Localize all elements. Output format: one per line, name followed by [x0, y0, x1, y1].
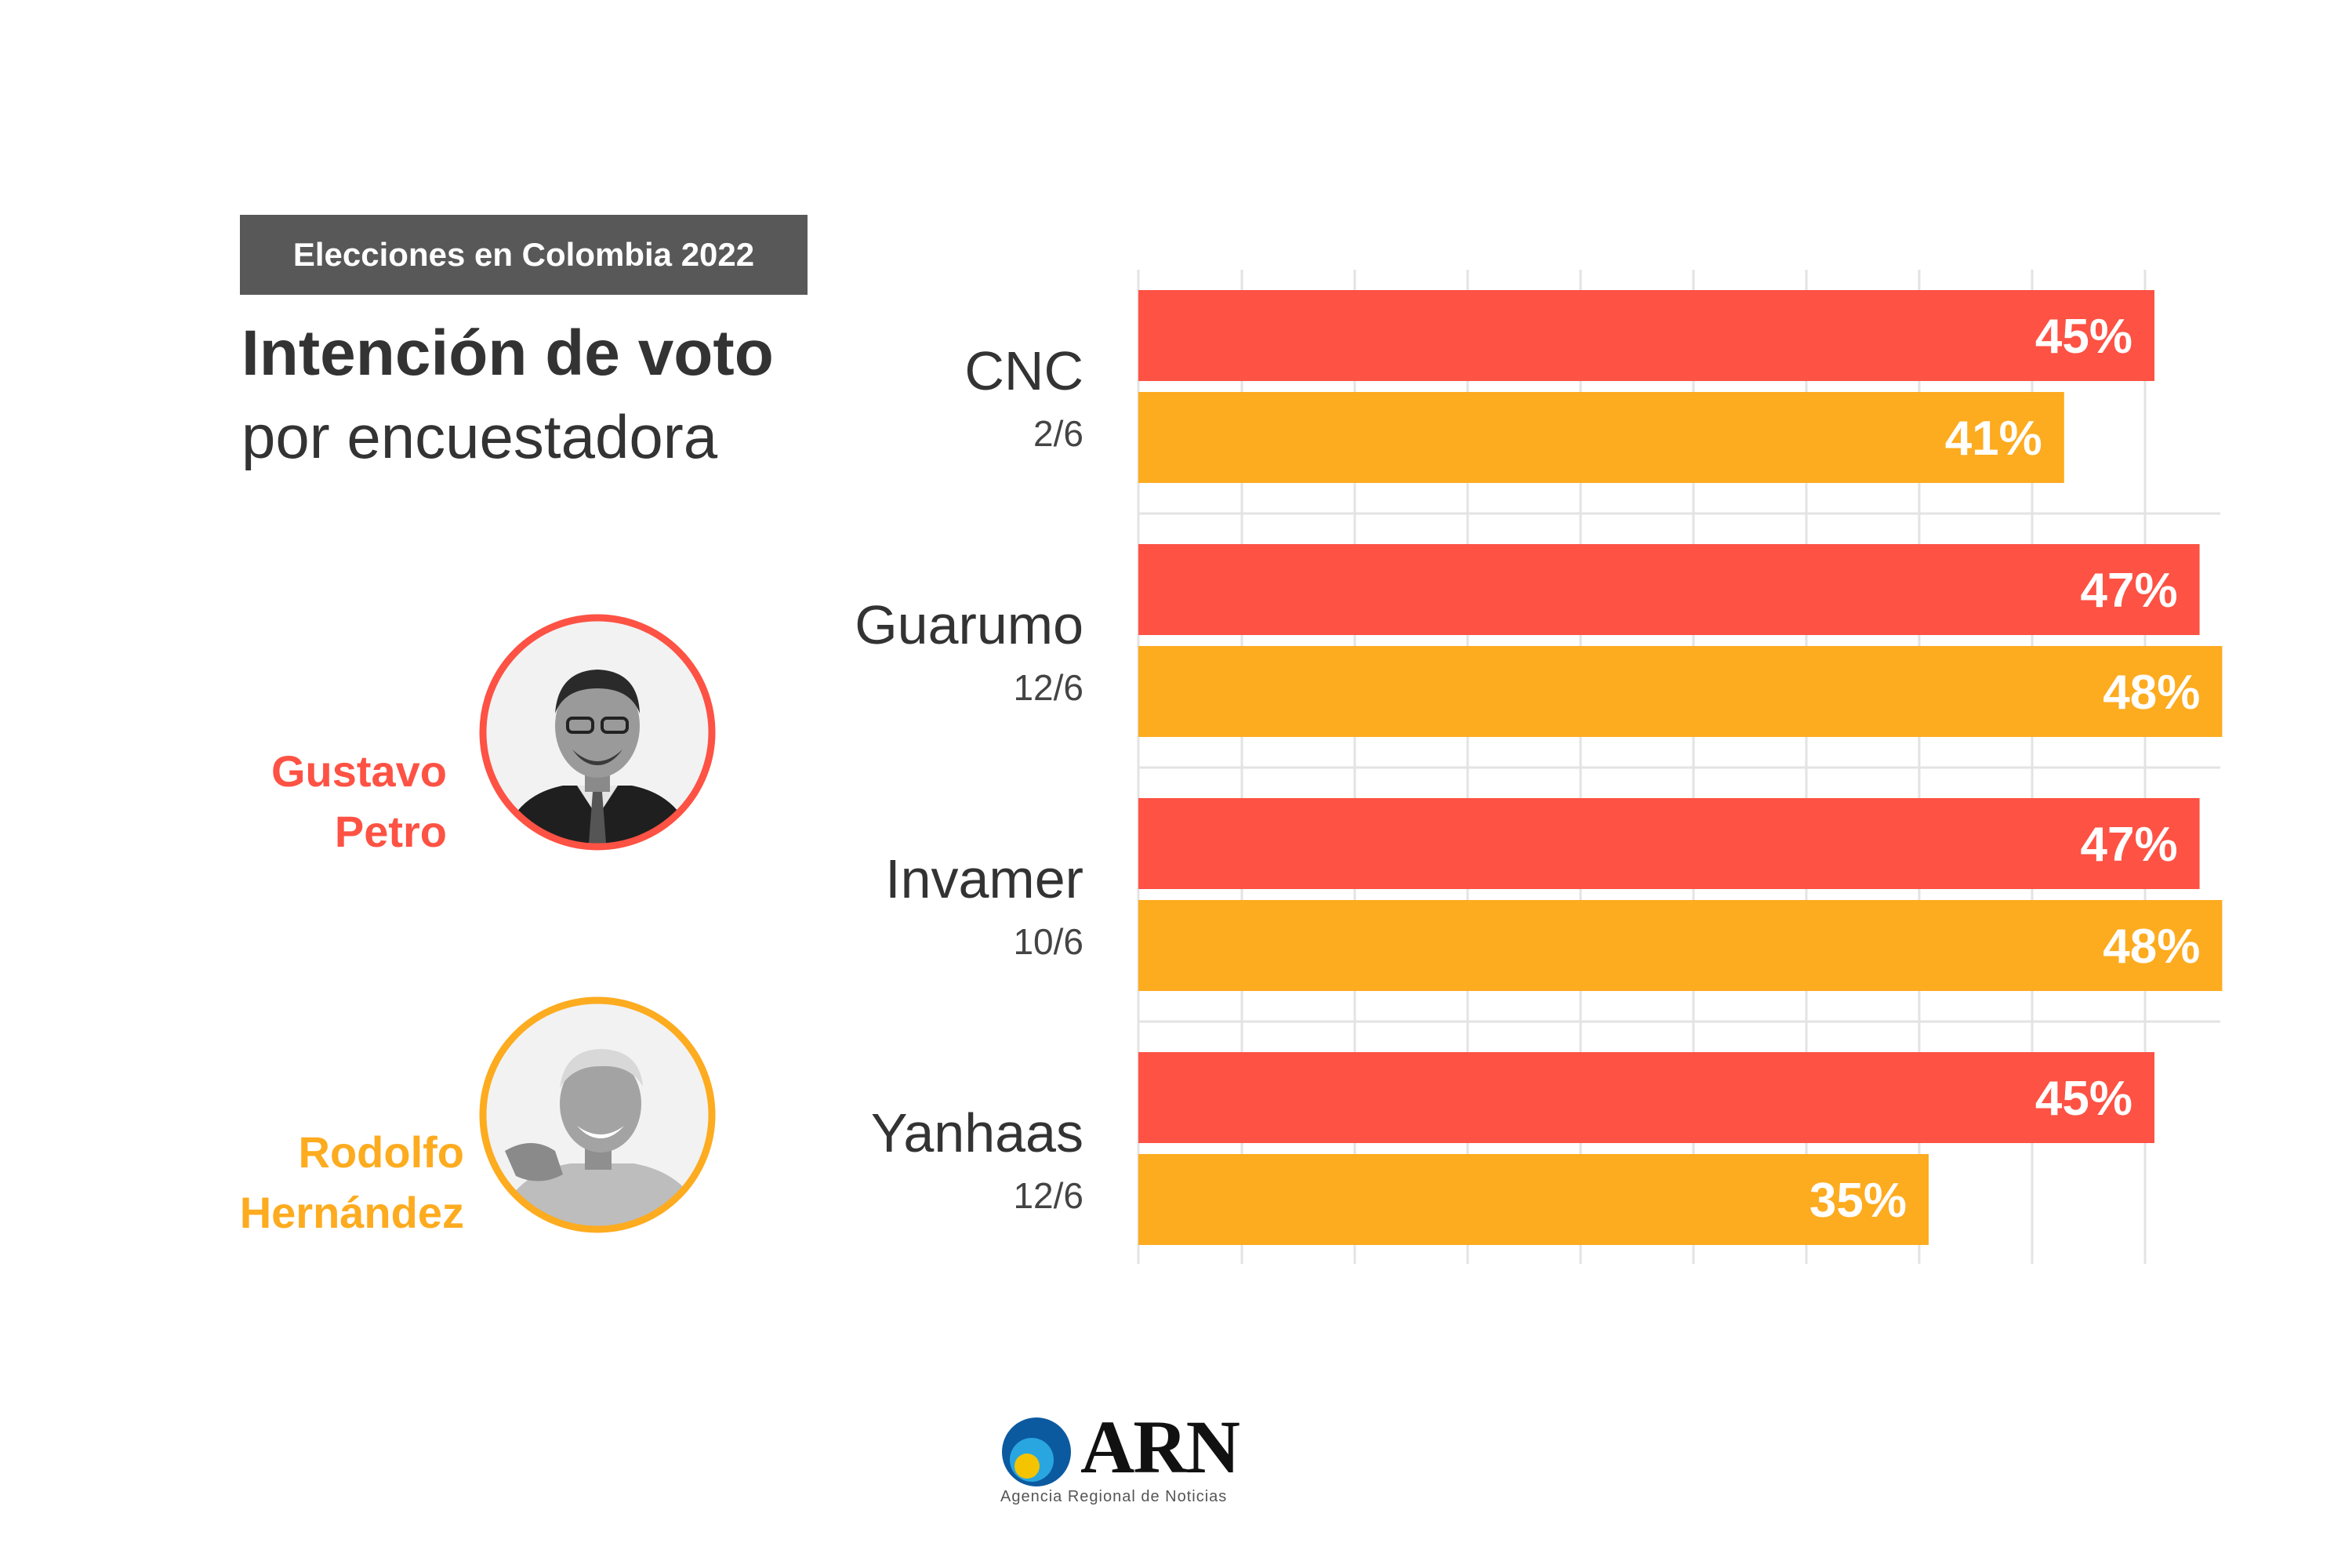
logo-wordmark: ARN: [1080, 1405, 1240, 1489]
candidate-first-name: Rodolfo: [298, 1127, 464, 1177]
bar-value-label: 48%: [2103, 666, 2200, 720]
pollster-name: Guarumo: [855, 594, 1083, 655]
bar-value-label: 45%: [2035, 1072, 2132, 1126]
candidate-last-name: Hernández: [239, 1187, 464, 1237]
pollster-name: Yanhaas: [871, 1102, 1083, 1163]
bar: [1138, 1052, 2154, 1143]
bar-value-label: 35%: [1809, 1174, 1907, 1228]
bar: [1138, 1154, 1929, 1245]
poll-date: 2/6: [1033, 413, 1083, 454]
bar-value-label: 47%: [2081, 818, 2178, 872]
candidate-portrait-hernandez: [479, 996, 716, 1233]
bar-value-label: 47%: [2081, 564, 2178, 618]
bar: [1138, 392, 2064, 483]
pollster-name: Invamer: [885, 848, 1083, 909]
candidate-name-hernandez: Rodolfo Hernández: [240, 1123, 464, 1243]
bar: [1138, 900, 2223, 991]
bar: [1138, 544, 2200, 635]
bar: [1138, 798, 2200, 889]
chart-subtitle: por encuestadora: [241, 402, 718, 471]
bar: [1138, 290, 2154, 381]
topic-badge: Elecciones en Colombia 2022: [240, 215, 808, 295]
poll-date: 12/6: [1013, 667, 1083, 708]
chart-title: Intención de voto: [241, 318, 774, 389]
candidate-last-name: Petro: [334, 806, 447, 856]
logo-tagline: Agencia Regional de Noticias: [1000, 1488, 1228, 1505]
bar: [1138, 646, 2223, 737]
candidate-first-name: Gustavo: [270, 746, 447, 796]
poll-date: 12/6: [1013, 1175, 1083, 1216]
bar-value-label: 41%: [1945, 412, 2042, 466]
pollster-name: CNC: [964, 340, 1083, 401]
arn-logo-icon: [1002, 1417, 1071, 1486]
bar-value-label: 48%: [2103, 920, 2200, 974]
poll-date: 10/6: [1013, 921, 1083, 962]
candidate-portrait-petro: [479, 614, 716, 851]
candidate-name-petro: Gustavo Petro: [271, 742, 447, 862]
bar-value-label: 45%: [2035, 310, 2132, 364]
